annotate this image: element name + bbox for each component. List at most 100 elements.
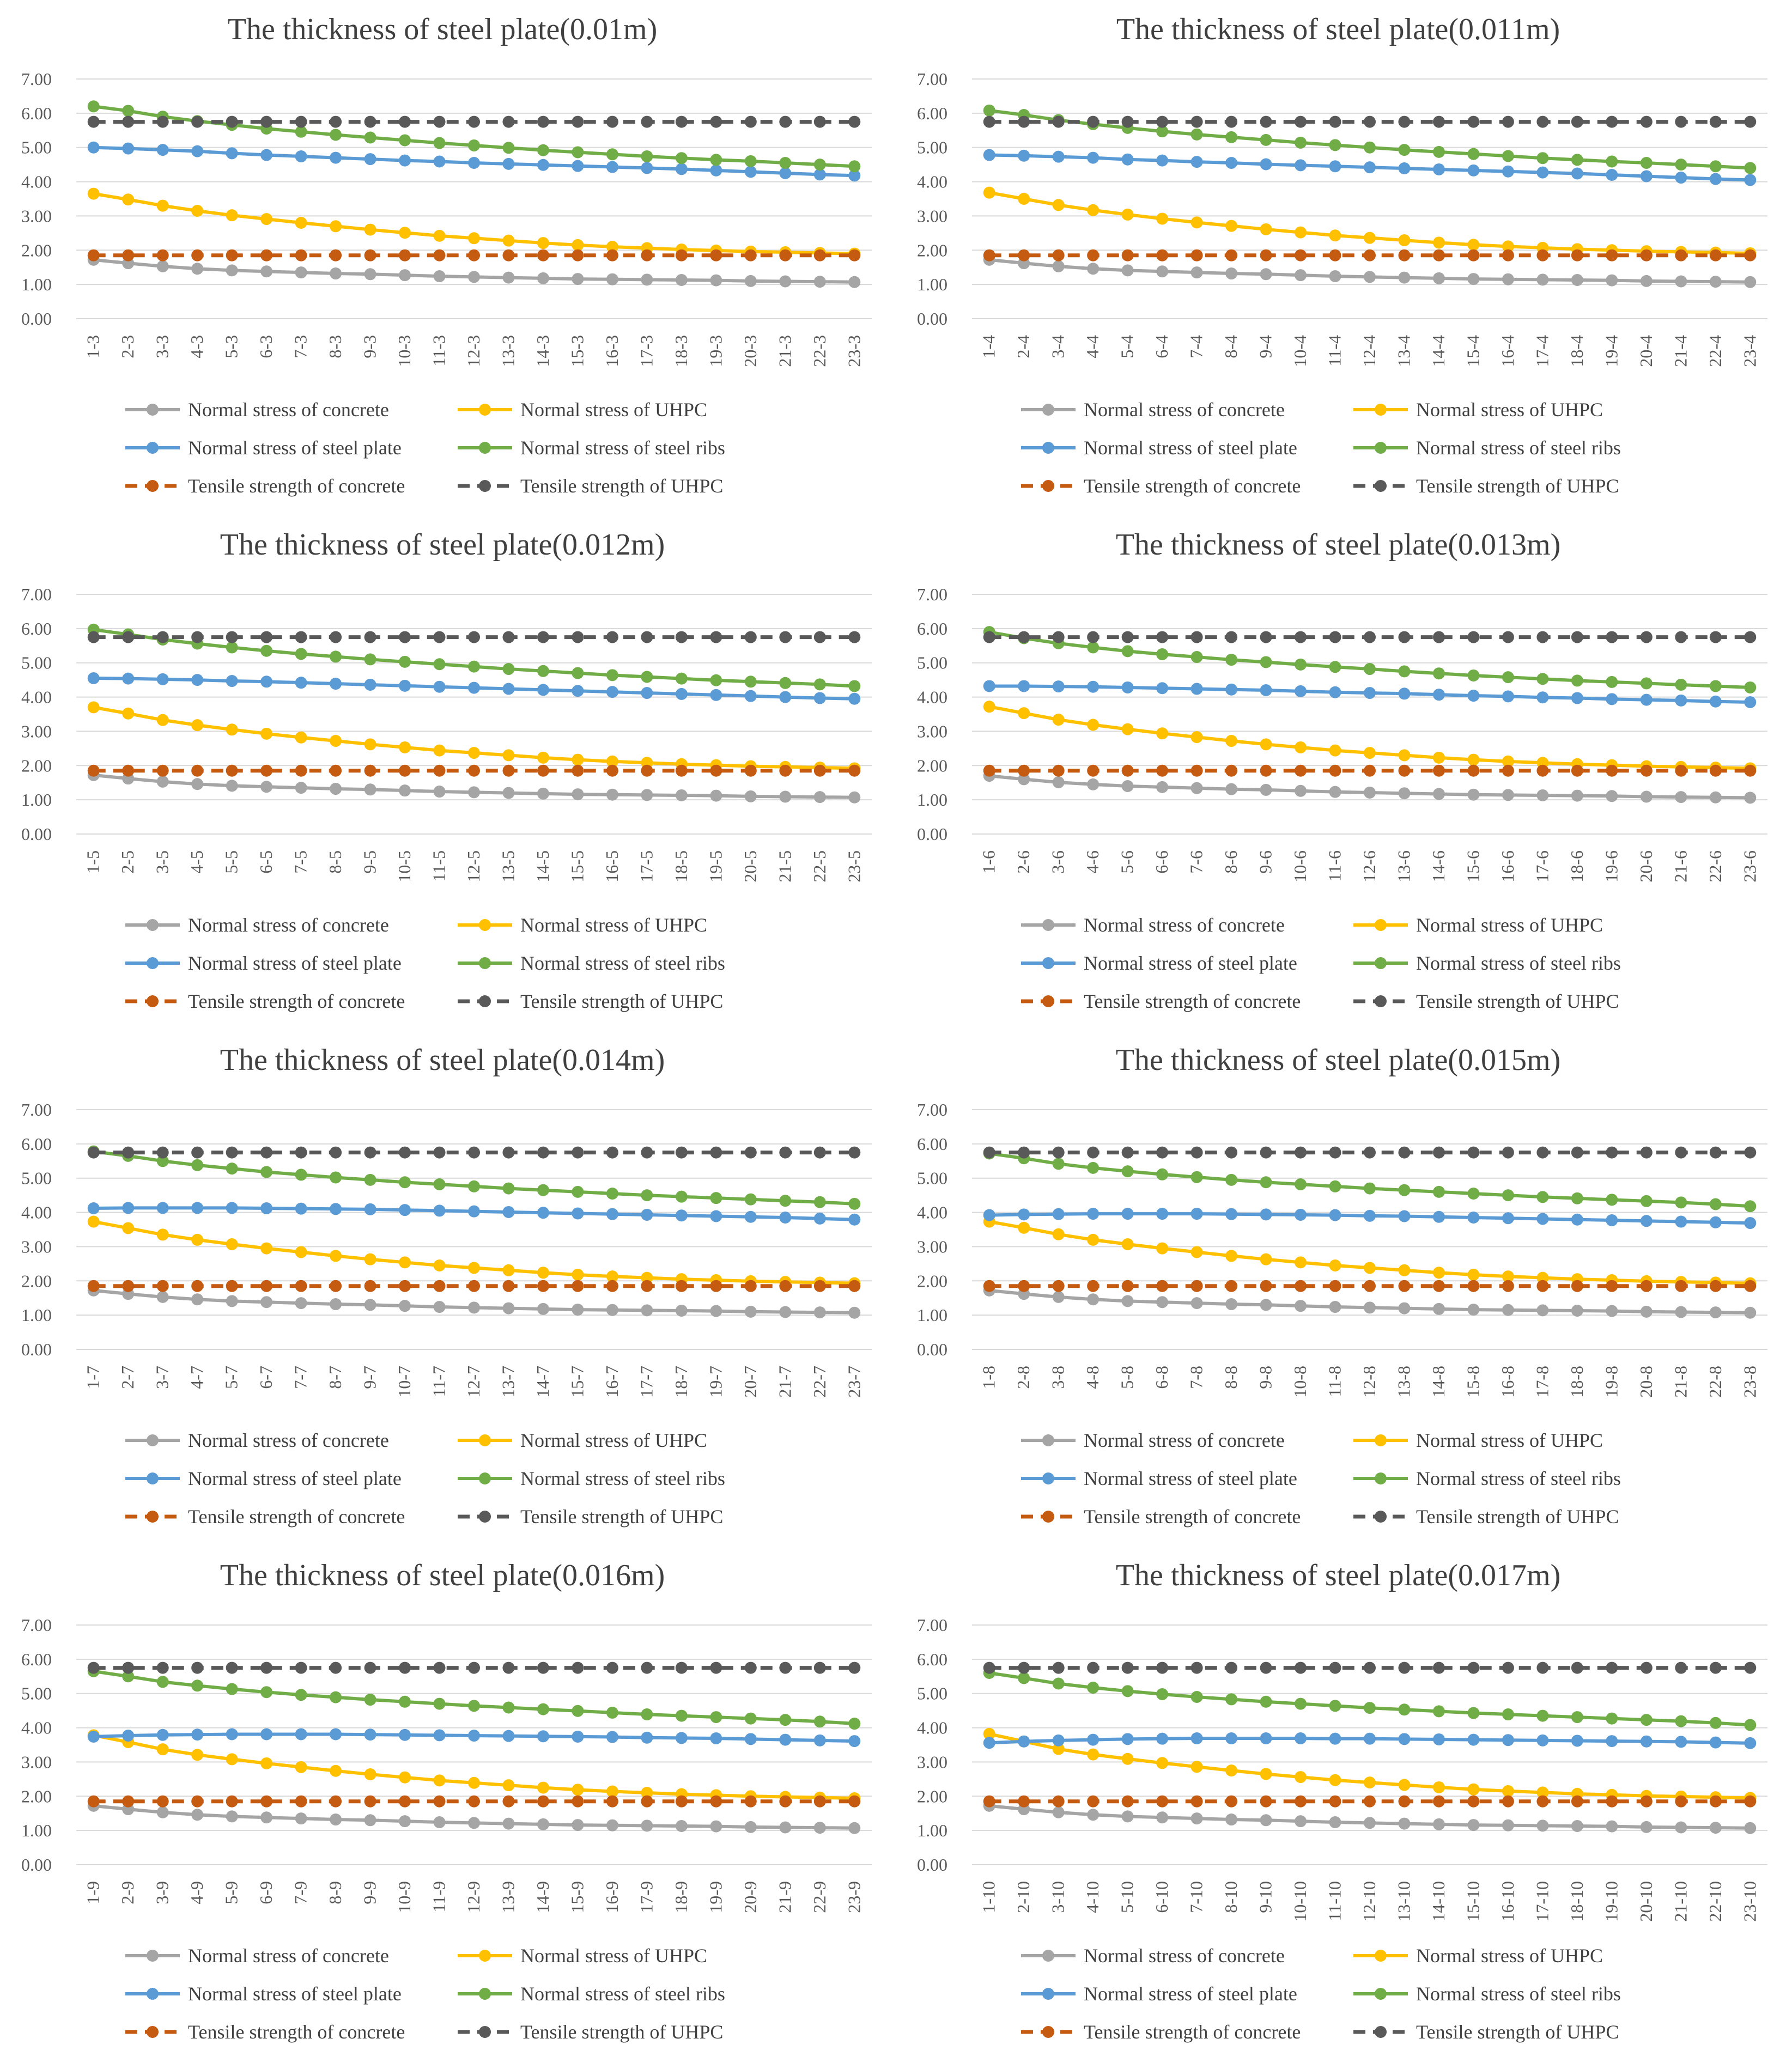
data-point-tensile_uhpc	[295, 115, 307, 128]
data-point-steel_ribs	[468, 1180, 480, 1192]
data-point-steel_ribs	[1364, 663, 1376, 676]
legend-marker	[479, 1434, 491, 1446]
data-point-uhpc	[156, 1228, 169, 1241]
data-point-steel_ribs	[226, 1163, 238, 1175]
data-point-uhpc	[1190, 1761, 1203, 1773]
data-point-tensile_uhpc	[1295, 631, 1307, 643]
data-point-concrete	[1329, 786, 1341, 798]
data-point-tensile_uhpc	[1052, 1146, 1065, 1159]
data-point-steel_ribs	[1744, 162, 1757, 174]
data-point-steel_plate	[502, 1206, 515, 1218]
data-point-concrete	[1156, 781, 1169, 793]
data-point-steel_plate	[502, 1730, 515, 1742]
data-point-tensile_uhpc	[1260, 1662, 1272, 1674]
data-point-steel_ribs	[399, 1695, 411, 1708]
data-point-tensile_uhpc	[1502, 1662, 1514, 1674]
data-point-tensile_uhpc	[1121, 115, 1134, 128]
data-point-concrete	[364, 783, 376, 796]
data-point-steel_ribs	[122, 1670, 135, 1683]
data-point-tensile_uhpc	[433, 1146, 446, 1159]
legend-item-steel_plate: Normal stress of steel plate	[125, 1983, 402, 2005]
legend-marker	[147, 1950, 159, 1962]
data-point-uhpc	[1018, 1221, 1030, 1234]
data-point-uhpc	[1467, 239, 1480, 251]
x-tick-label: 4-3	[187, 335, 206, 358]
data-point-tensile_uhpc	[744, 631, 757, 643]
legend-marker	[147, 2026, 159, 2038]
data-point-steel_plate	[1571, 1735, 1583, 1747]
data-point-steel_plate	[1640, 1215, 1653, 1227]
data-point-concrete	[433, 786, 446, 798]
data-point-tensile_concrete	[1398, 249, 1411, 261]
data-point-steel_plate	[502, 683, 515, 695]
data-point-tensile_concrete	[1052, 249, 1065, 261]
data-point-steel_ribs	[779, 157, 792, 169]
x-tick-label: 3-4	[1048, 335, 1068, 358]
x-tick-label: 12-4	[1359, 335, 1379, 367]
data-point-concrete	[813, 276, 826, 288]
data-point-uhpc	[1087, 204, 1100, 216]
x-tick-label: 22-10	[1705, 1881, 1725, 1922]
data-point-uhpc	[1467, 1268, 1480, 1281]
data-point-concrete	[1260, 1299, 1272, 1311]
data-point-tensile_uhpc	[606, 1146, 618, 1159]
data-point-concrete	[1225, 267, 1238, 280]
legend-marker	[1375, 1511, 1387, 1523]
data-point-steel_ribs	[641, 1708, 653, 1721]
chart-title: The thickness of steel plate(0.011m)	[1116, 13, 1560, 46]
data-point-steel_plate	[191, 1729, 204, 1741]
legend-label: Normal stress of steel ribs	[1416, 437, 1621, 459]
data-point-uhpc	[1329, 1259, 1341, 1271]
legend-marker	[1042, 2026, 1054, 2038]
data-point-steel_plate	[744, 1733, 757, 1745]
data-point-steel_plate	[1432, 163, 1445, 175]
data-point-steel_ribs	[468, 139, 480, 151]
data-point-tensile_concrete	[433, 1795, 446, 1808]
data-point-steel_plate	[122, 142, 135, 155]
data-point-tensile_uhpc	[1156, 1662, 1169, 1674]
data-point-steel_ribs	[675, 1709, 688, 1722]
x-tick-label: 2-6	[1013, 850, 1033, 874]
x-tick-label: 13-6	[1394, 850, 1413, 883]
x-tick-label: 21-4	[1670, 335, 1690, 367]
data-point-tensile_uhpc	[1156, 631, 1169, 643]
data-point-tensile_uhpc	[191, 1662, 204, 1674]
data-point-steel_ribs	[156, 1155, 169, 1167]
data-point-concrete	[1432, 272, 1445, 284]
data-point-tensile_uhpc	[1190, 115, 1203, 128]
data-point-steel_plate	[468, 1205, 480, 1218]
data-point-steel_plate	[1744, 1737, 1757, 1749]
x-tick-label: 15-8	[1463, 1366, 1483, 1398]
data-point-concrete	[330, 267, 342, 280]
data-point-tensile_concrete	[572, 249, 584, 261]
data-point-tensile_uhpc	[606, 631, 618, 643]
x-tick-label: 14-6	[1429, 850, 1448, 883]
chart-title: The thickness of steel plate(0.012m)	[220, 528, 665, 562]
data-point-uhpc	[226, 723, 238, 736]
data-point-concrete	[675, 273, 688, 286]
data-point-tensile_concrete	[1295, 249, 1307, 261]
data-point-steel_plate	[1260, 1732, 1272, 1745]
y-tick-label: 7.00	[21, 1615, 52, 1635]
data-point-concrete	[1190, 1297, 1203, 1310]
legend-marker	[479, 1511, 491, 1523]
x-tick-label: 22-7	[810, 1366, 829, 1398]
x-tick-label: 17-10	[1532, 1881, 1552, 1922]
chart-title: The thickness of steel plate(0.013m)	[1116, 528, 1560, 562]
x-tick-label: 4-8	[1083, 1366, 1102, 1389]
data-point-uhpc	[260, 1242, 273, 1255]
data-point-concrete	[537, 1303, 549, 1315]
data-point-steel_ribs	[813, 1715, 826, 1728]
data-point-steel_ribs	[1260, 1176, 1272, 1189]
data-point-tensile_concrete	[1640, 764, 1653, 777]
y-tick-label: 1.00	[917, 1821, 947, 1840]
x-tick-label: 23-8	[1740, 1366, 1759, 1398]
x-tick-label: 23-6	[1740, 850, 1759, 883]
data-point-steel_ribs	[1156, 648, 1169, 660]
data-point-tensile_uhpc	[1087, 1662, 1100, 1674]
data-point-steel_plate	[260, 1728, 273, 1741]
data-point-concrete	[1744, 1822, 1757, 1834]
data-point-tensile_concrete	[1571, 764, 1583, 777]
x-tick-label: 12-10	[1359, 1881, 1379, 1922]
data-point-concrete	[502, 1817, 515, 1830]
